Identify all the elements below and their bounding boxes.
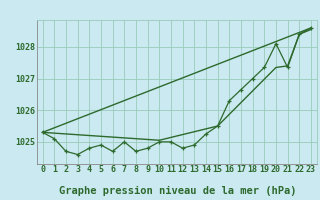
Text: Graphe pression niveau de la mer (hPa): Graphe pression niveau de la mer (hPa) [59, 186, 296, 196]
